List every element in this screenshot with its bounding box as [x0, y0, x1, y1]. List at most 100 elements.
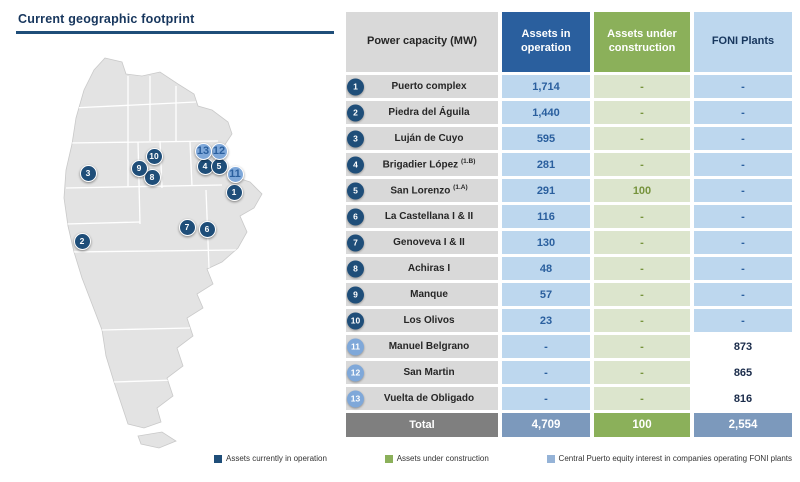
column-header-capacity: Power capacity (MW) [346, 12, 498, 72]
plant-name: Piedra del Águila [388, 107, 470, 118]
plant-name: Achiras I [407, 263, 451, 274]
plant-name: Manque [410, 289, 448, 300]
construction-value: - [594, 257, 690, 280]
plant-name: San Lorenzo (1.A) [390, 184, 468, 197]
legend: Assets currently in operation Assets unde… [214, 454, 792, 463]
row-label: 12 San Martin [346, 361, 498, 384]
row-number-badge: 10 [347, 312, 364, 329]
map-marker-8: 8 [143, 168, 161, 186]
row-label: 6 La Castellana I & II [346, 205, 498, 228]
column-header-construction: Assets under construction [594, 12, 690, 72]
map-marker-3: 3 [79, 164, 97, 182]
construction-value: - [594, 309, 690, 332]
operation-value: 116 [502, 205, 590, 228]
foni-value: - [694, 205, 792, 228]
map-marker-11: 11 [226, 165, 244, 183]
plant-name: Genoveva I & II [393, 237, 465, 248]
construction-value: - [594, 153, 690, 176]
legend-label: Assets under construction [396, 454, 489, 463]
construction-value: - [594, 361, 690, 384]
map-marker-7: 7 [178, 218, 196, 236]
map-marker-1: 1 [225, 183, 243, 201]
map-marker-13: 13 [194, 142, 212, 160]
operation-value: 57 [502, 283, 590, 306]
row-label: 9 Manque [346, 283, 498, 306]
operation-value: - [502, 361, 590, 384]
argentina-map: 1 2 3 4 5 6 7 8 9 10 11 12 13 [10, 46, 330, 450]
foni-value: 865 [694, 361, 792, 384]
construction-value: - [594, 127, 690, 150]
foni-value: - [694, 153, 792, 176]
foni-value: - [694, 101, 792, 124]
plant-name: Los Olivos [403, 315, 455, 326]
row-number-badge: 11 [347, 338, 364, 355]
total-operation-value: 4,709 [502, 413, 590, 437]
legend-swatch [384, 454, 393, 463]
title-underline [16, 31, 334, 34]
total-label: Total [346, 413, 498, 437]
plant-name: San Martin [403, 367, 455, 378]
map-marker-6: 6 [198, 220, 216, 238]
column-header-operation: Assets in operation [502, 12, 590, 72]
operation-value: 130 [502, 231, 590, 254]
foni-value: 873 [694, 335, 792, 358]
plant-name: La Castellana I & II [384, 211, 474, 222]
row-label: 13 Vuelta de Obligado [346, 387, 498, 410]
column-header-foni: FONI Plants [694, 12, 792, 72]
operation-value: 48 [502, 257, 590, 280]
map-marker-10: 10 [145, 147, 163, 165]
operation-value: 23 [502, 309, 590, 332]
legend-swatch [546, 454, 555, 463]
row-label: 1 Puerto complex [346, 75, 498, 98]
operation-value: - [502, 335, 590, 358]
capacity-table: Power capacity (MW) Assets in operation … [346, 12, 792, 437]
row-label: 7 Genoveva I & II [346, 231, 498, 254]
construction-value: - [594, 387, 690, 410]
row-number-badge: 12 [347, 364, 364, 381]
foni-value: - [694, 179, 792, 202]
construction-value: - [594, 231, 690, 254]
legend-swatch [214, 454, 222, 463]
argentina-outline [63, 57, 263, 449]
row-label: 5 San Lorenzo (1.A) [346, 179, 498, 202]
plant-name: Manuel Belgrano [388, 341, 470, 352]
plant-name: Puerto complex [391, 81, 467, 92]
operation-value: - [502, 387, 590, 410]
map-marker-2: 2 [73, 232, 91, 250]
operation-value: 1,440 [502, 101, 590, 124]
row-number-badge: 5 [347, 182, 364, 199]
tierra-del-fuego [137, 431, 177, 449]
row-label: 10 Los Olivos [346, 309, 498, 332]
foni-value: - [694, 257, 792, 280]
plant-name: Brigadier López (1.B) [382, 158, 476, 171]
legend-item-2: Central Puerto equity interest in compan… [546, 454, 792, 463]
construction-value: - [594, 283, 690, 306]
footnote-ref: (1.B) [459, 158, 476, 166]
row-label: 3 Luján de Cuyo [346, 127, 498, 150]
plant-name: Vuelta de Obligado [383, 393, 475, 404]
row-number-badge: 8 [347, 260, 364, 277]
construction-value: - [594, 205, 690, 228]
map-marker-9: 9 [130, 159, 148, 177]
legend-item-1: Assets under construction [384, 454, 489, 463]
row-number-badge: 3 [347, 130, 364, 147]
row-label: 11 Manuel Belgrano [346, 335, 498, 358]
total-foni-value: 2,554 [694, 413, 792, 437]
row-number-badge: 6 [347, 208, 364, 225]
legend-item-0: Assets currently in operation [214, 454, 327, 463]
row-number-badge: 7 [347, 234, 364, 251]
footnote-ref: (1.A) [451, 184, 468, 192]
foni-value: - [694, 231, 792, 254]
row-number-badge: 2 [347, 104, 364, 121]
plant-name: Luján de Cuyo [394, 133, 464, 144]
operation-value: 281 [502, 153, 590, 176]
construction-value: 100 [594, 179, 690, 202]
map-marker-5: 5 [210, 157, 228, 175]
row-number-badge: 1 [347, 78, 364, 95]
legend-label: Central Puerto equity interest in compan… [558, 454, 792, 463]
foni-value: - [694, 127, 792, 150]
row-label: 8 Achiras I [346, 257, 498, 280]
foni-value: 816 [694, 387, 792, 410]
construction-value: - [594, 335, 690, 358]
